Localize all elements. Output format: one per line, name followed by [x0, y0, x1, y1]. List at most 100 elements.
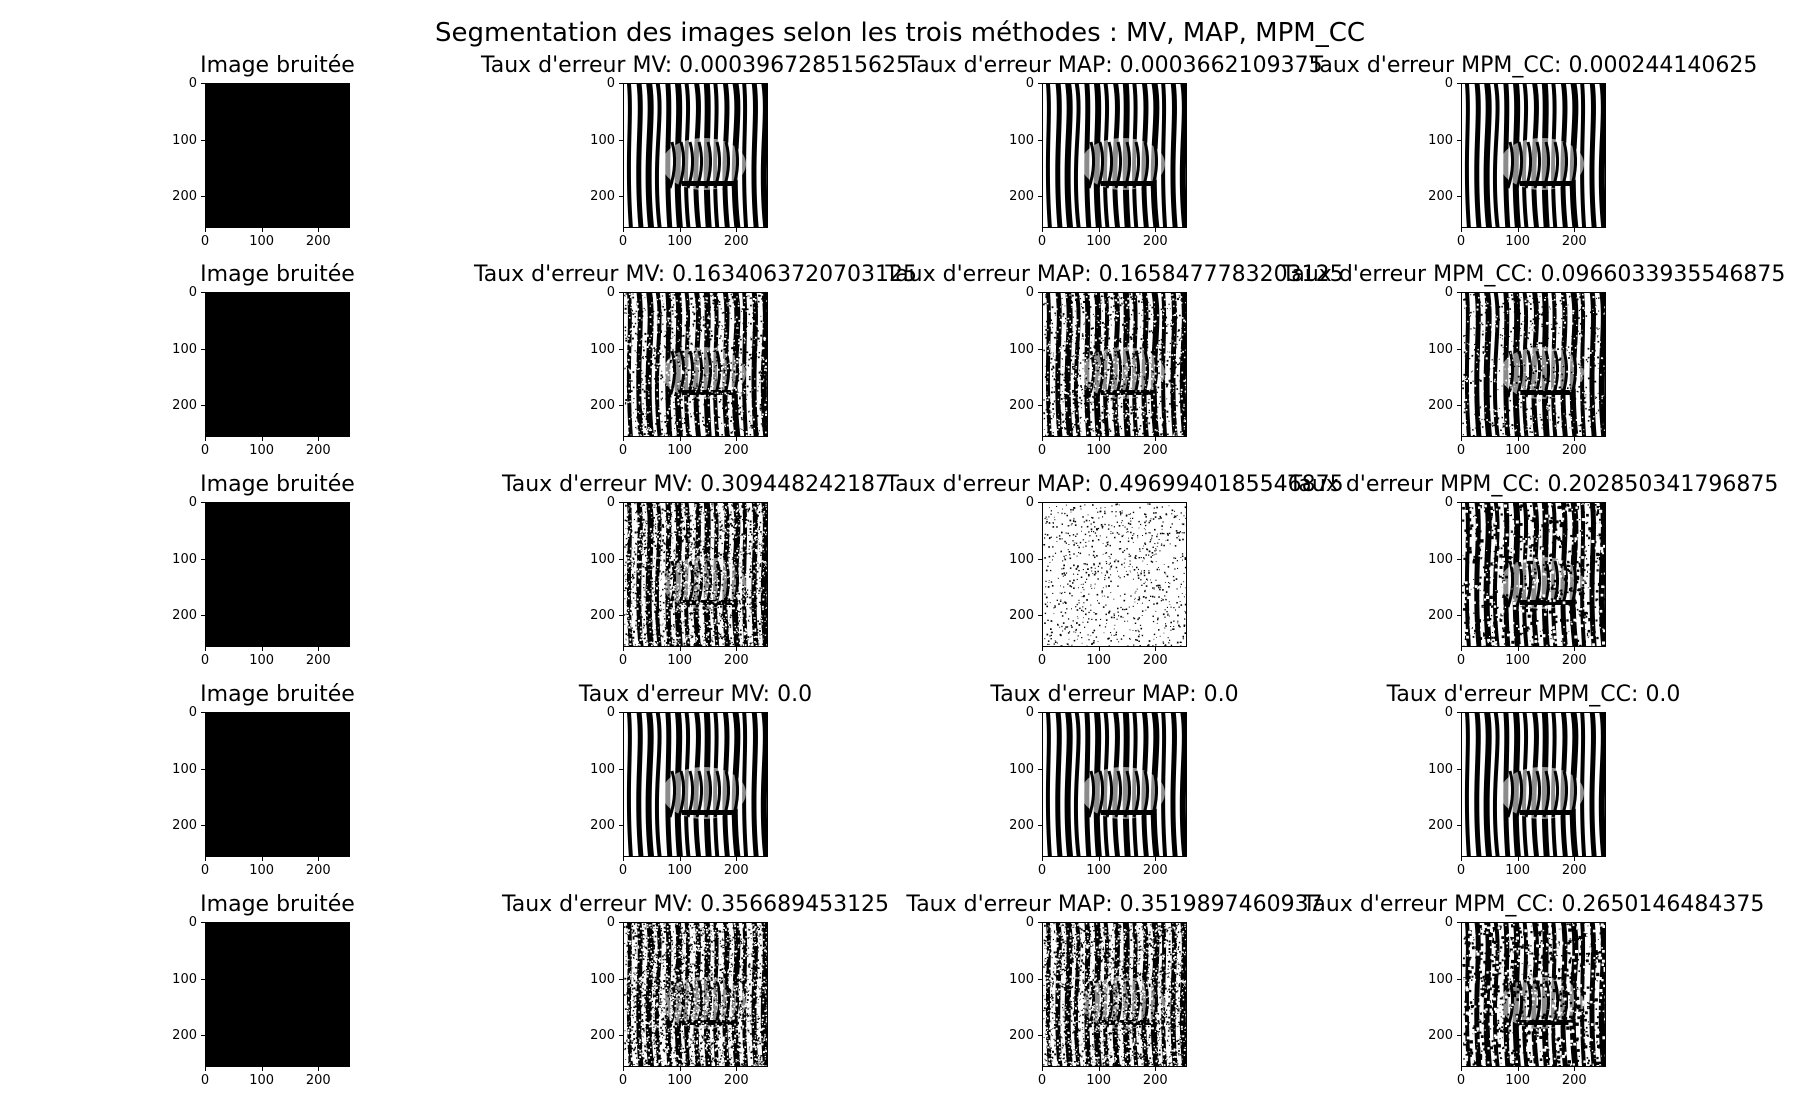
x-tick-mark: [736, 437, 738, 441]
x-tick-label: 200: [716, 863, 756, 878]
x-tick-label: 200: [1135, 1073, 1175, 1088]
panel-title: Taux d'erreur MV: 0.1634063720703125: [396, 262, 996, 288]
x-tick-label: 0: [603, 863, 643, 878]
y-tick-mark: [1038, 615, 1042, 617]
image-panel: [1461, 922, 1606, 1067]
y-tick-label: 0: [157, 76, 197, 91]
x-tick-label: 200: [1135, 863, 1175, 878]
x-tick-label: 0: [1022, 1073, 1062, 1088]
y-tick-label: 100: [994, 972, 1034, 987]
image-panel: [1042, 712, 1187, 857]
image-panel: [205, 502, 350, 647]
panel-title: Taux d'erreur MPM_CC: 0.000244140625: [1234, 53, 1800, 79]
y-tick-label: 200: [1413, 398, 1453, 413]
y-tick-mark: [619, 139, 623, 141]
image-raster: [1043, 84, 1186, 227]
y-tick-mark: [201, 978, 205, 980]
y-tick-mark: [619, 558, 623, 560]
image-raster: [624, 713, 767, 856]
y-tick-mark: [201, 292, 205, 293]
x-tick-mark: [318, 1067, 320, 1071]
image-raster: [1043, 293, 1186, 436]
x-tick-label: 100: [660, 443, 700, 458]
panel-title: Taux d'erreur MAP: 0.1658477783203125: [815, 262, 1415, 288]
image-raster: [206, 84, 349, 227]
x-tick-mark: [736, 228, 738, 232]
x-tick-mark: [1042, 857, 1043, 861]
panel-title: Taux d'erreur MPM_CC: 0.2650146484375: [1234, 892, 1800, 918]
y-tick-mark: [1457, 615, 1461, 617]
x-tick-mark: [261, 857, 263, 861]
y-tick-mark: [619, 615, 623, 617]
x-tick-label: 200: [1135, 443, 1175, 458]
x-tick-mark: [1098, 1067, 1100, 1071]
x-tick-mark: [205, 437, 206, 441]
x-tick-mark: [623, 228, 624, 232]
x-tick-label: 0: [1441, 653, 1481, 668]
panel-title: Image bruitée: [0, 53, 578, 79]
x-tick-label: 200: [298, 863, 338, 878]
x-tick-label: 200: [716, 234, 756, 249]
image-panel: [205, 922, 350, 1067]
y-tick-mark: [201, 712, 205, 713]
x-tick-label: 200: [1554, 1073, 1594, 1088]
x-tick-label: 200: [1554, 234, 1594, 249]
panel-title: Taux d'erreur MPM_CC: 0.202850341796875: [1234, 472, 1800, 498]
y-tick-mark: [1457, 405, 1461, 407]
y-tick-label: 200: [575, 398, 615, 413]
x-tick-mark: [261, 647, 263, 651]
y-tick-mark: [1038, 348, 1042, 350]
y-tick-label: 200: [157, 189, 197, 204]
y-tick-label: 0: [575, 285, 615, 300]
panel-title: Taux d'erreur MV: 0.0: [396, 682, 996, 708]
y-tick-mark: [619, 922, 623, 923]
y-tick-mark: [201, 502, 205, 503]
y-tick-label: 100: [157, 552, 197, 567]
x-tick-mark: [1155, 857, 1157, 861]
image-panel: [1042, 502, 1187, 647]
x-tick-label: 100: [1079, 443, 1119, 458]
y-tick-label: 200: [994, 189, 1034, 204]
y-tick-label: 200: [1413, 189, 1453, 204]
image-raster: [206, 293, 349, 436]
x-tick-label: 0: [1022, 443, 1062, 458]
x-tick-label: 200: [298, 1073, 338, 1088]
y-tick-mark: [619, 502, 623, 503]
y-tick-mark: [201, 196, 205, 198]
x-tick-mark: [1155, 228, 1157, 232]
x-tick-mark: [1098, 437, 1100, 441]
y-tick-label: 100: [1413, 342, 1453, 357]
x-tick-mark: [1155, 1067, 1157, 1071]
x-tick-label: 0: [1022, 863, 1062, 878]
y-tick-mark: [201, 922, 205, 923]
x-tick-mark: [679, 437, 681, 441]
y-tick-mark: [1457, 83, 1461, 84]
y-tick-mark: [1457, 922, 1461, 923]
panel-title: Taux d'erreur MAP: 0.4969940185546875: [815, 472, 1415, 498]
y-tick-label: 200: [994, 608, 1034, 623]
y-tick-mark: [1457, 196, 1461, 198]
y-tick-mark: [201, 405, 205, 407]
image-raster: [1462, 923, 1605, 1066]
x-tick-label: 0: [603, 653, 643, 668]
x-tick-label: 200: [716, 1073, 756, 1088]
y-tick-label: 0: [1413, 495, 1453, 510]
x-tick-label: 100: [242, 1073, 282, 1088]
x-tick-label: 100: [1498, 863, 1538, 878]
x-tick-mark: [1574, 437, 1576, 441]
x-tick-mark: [1042, 647, 1043, 651]
y-tick-label: 100: [575, 133, 615, 148]
x-tick-mark: [1098, 857, 1100, 861]
y-tick-label: 0: [157, 915, 197, 930]
y-tick-mark: [1038, 768, 1042, 770]
y-tick-mark: [619, 83, 623, 84]
y-tick-label: 200: [575, 608, 615, 623]
image-panel: [1042, 922, 1187, 1067]
panel-title: Image bruitée: [0, 472, 578, 498]
image-panel: [205, 83, 350, 228]
y-tick-mark: [1038, 712, 1042, 713]
x-tick-mark: [318, 647, 320, 651]
x-tick-mark: [679, 1067, 681, 1071]
y-tick-label: 0: [157, 495, 197, 510]
x-tick-mark: [1461, 857, 1462, 861]
